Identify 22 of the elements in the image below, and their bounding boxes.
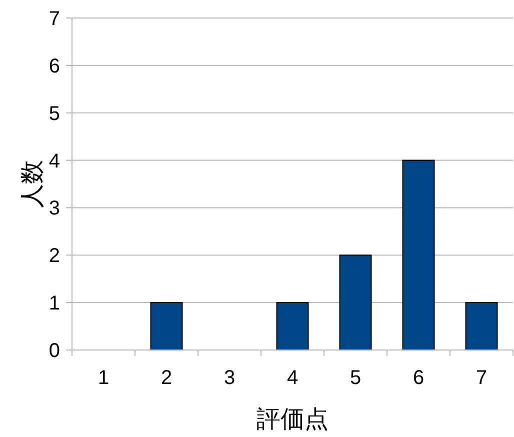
- y-tick-label: 3: [48, 198, 60, 220]
- y-tick-label: 6: [48, 55, 60, 78]
- x-tick-label: 2: [160, 367, 172, 389]
- x-tick-label: 5: [350, 367, 362, 389]
- y-tick-label: 7: [48, 8, 60, 30]
- y-axis-title: 人数: [18, 160, 46, 208]
- x-axis-title: 評価点: [256, 405, 328, 433]
- y-tick-label: 5: [48, 102, 60, 125]
- y-tick-label: 2: [48, 245, 60, 268]
- x-tick-label: 1: [98, 367, 110, 389]
- y-tick-label: 1: [48, 292, 60, 315]
- x-tick-label: 3: [224, 367, 236, 389]
- bar: [150, 302, 183, 350]
- x-tick-label: 4: [286, 367, 298, 389]
- x-tick-label: 6: [412, 367, 424, 389]
- y-tick-label: 4: [48, 150, 60, 172]
- bar: [276, 302, 309, 350]
- bar: [402, 160, 435, 350]
- bar: [339, 254, 372, 350]
- x-tick-label: 7: [476, 367, 488, 389]
- y-tick-label: 0: [48, 340, 60, 362]
- bar: [465, 302, 498, 350]
